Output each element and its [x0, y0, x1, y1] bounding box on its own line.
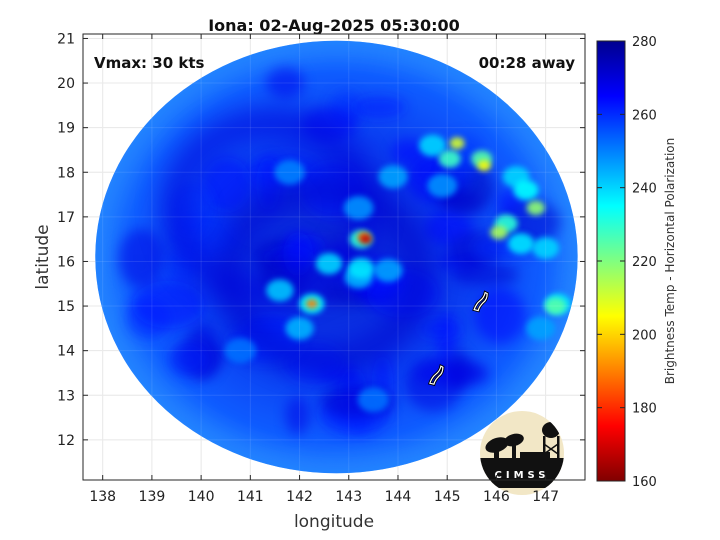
island-outlines	[427, 290, 489, 387]
x-tick-label: 141	[237, 489, 264, 505]
axes-frame	[82, 33, 586, 481]
convective-cell	[315, 252, 343, 275]
convective-cell	[266, 279, 294, 302]
convective-cell	[359, 234, 372, 244]
microwave-swath	[95, 40, 578, 474]
y-tick-label: 21	[57, 31, 75, 47]
x-tick-label: 143	[335, 489, 362, 505]
chart-title: Iona: 02-Aug-2025 05:30:00	[208, 16, 460, 35]
convective-cell	[419, 134, 446, 157]
convective-cell	[438, 150, 461, 168]
colorbar: 160 180 200 220 240 260 280 Brightness Temp - …	[596, 35, 677, 490]
x-axis-label: longitude	[294, 512, 374, 532]
y-axis-label: latitude	[33, 224, 53, 289]
y-tick-label: 19	[57, 121, 75, 137]
y-tick-label: 12	[57, 433, 75, 449]
swath-texture	[95, 40, 578, 474]
y-tick-label: 16	[57, 254, 75, 270]
x-tick-label: 140	[188, 489, 215, 505]
convective-features	[224, 134, 571, 413]
logo-dish-left-icon	[485, 437, 509, 453]
x-tick-label: 146	[483, 489, 510, 505]
y-tick-label: 20	[57, 76, 75, 92]
y-tick-label: 15	[57, 299, 75, 315]
logo-text: CIMSS	[495, 470, 550, 481]
colorbar-ticks: 160 180 200 220 240 260 280	[597, 35, 657, 490]
gridlines-overlay	[83, 34, 585, 480]
convective-cell	[449, 137, 465, 150]
colorbar-label: Brightness Temp - Horizontal Polarizatio…	[663, 138, 677, 385]
convective-cell	[427, 173, 458, 198]
convective-cell	[373, 258, 403, 283]
time-away-annotation: 00:28 away	[479, 54, 576, 72]
y-tick-label: 18	[57, 165, 75, 181]
convective-cell	[348, 257, 375, 279]
y-tick-label: 13	[57, 388, 75, 404]
convective-cell	[477, 160, 491, 171]
x-tick-label: 147	[532, 489, 559, 505]
convective-cell	[544, 297, 566, 315]
x-tick-label: 145	[434, 489, 461, 505]
x-tick-label: 144	[385, 489, 412, 505]
convective-cell	[378, 165, 408, 189]
colorbar-tick-label: 220	[632, 255, 657, 270]
y-axis-ticks: 12 13 14 15 16 17 18 19 20 21	[57, 31, 585, 449]
y-tick-label: 17	[57, 210, 75, 226]
logo-dish-middle-icon	[504, 433, 524, 447]
colorbar-tick-label: 280	[632, 35, 657, 50]
x-tick-label: 139	[139, 489, 166, 505]
convective-cell	[508, 233, 535, 255]
colorbar-tick-label: 180	[632, 402, 657, 417]
colorbar-tick-label: 200	[632, 328, 657, 343]
colorbar-tick-label: 240	[632, 182, 657, 197]
convective-cell	[305, 299, 318, 309]
convective-cell	[343, 195, 374, 220]
convective-cell	[526, 316, 556, 340]
convective-cell	[224, 338, 257, 364]
x-tick-label: 142	[286, 489, 313, 505]
convective-cell	[285, 317, 314, 340]
convective-cell	[490, 225, 508, 240]
convective-cell	[532, 237, 560, 259]
convective-cell	[513, 180, 539, 201]
y-tick-label: 14	[57, 344, 75, 360]
cimss-logo: CIMSS	[480, 411, 564, 495]
colorbar-tick-label: 160	[632, 475, 657, 490]
x-axis-ticks: 138 139 140 141 142 143 144 145 146 147	[89, 34, 559, 505]
vmax-annotation: Vmax: 30 kts	[94, 54, 204, 72]
x-tick-label: 138	[89, 489, 116, 505]
colorbar-tick-label: 260	[632, 108, 657, 123]
convective-cell	[274, 160, 306, 185]
convective-cell	[357, 387, 390, 413]
convective-cell	[526, 200, 545, 216]
